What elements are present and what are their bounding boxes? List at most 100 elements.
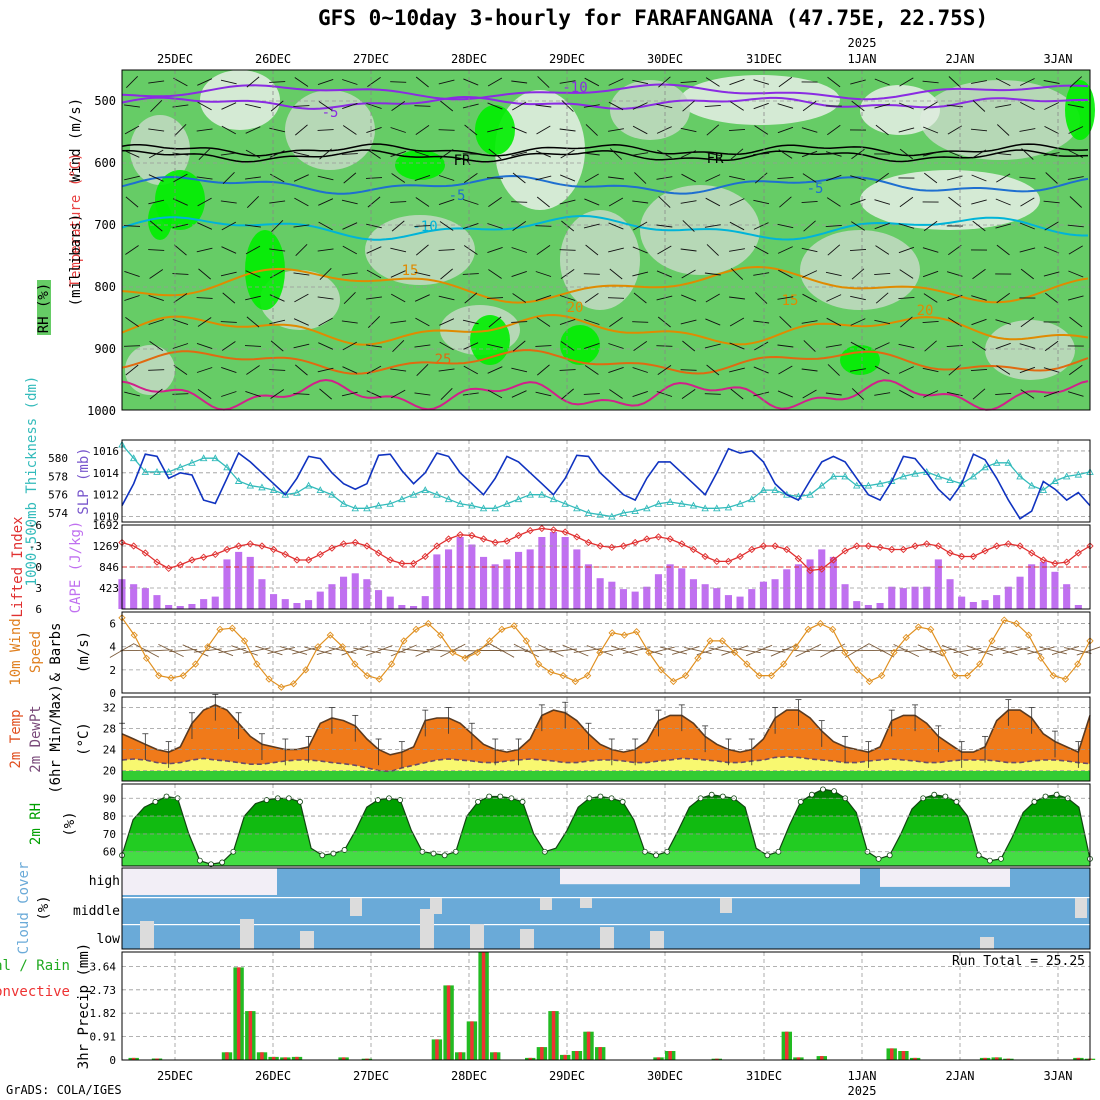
thickness-tick-label: 576 (48, 489, 68, 502)
surface-wind-barb (231, 645, 258, 656)
upper-wind-barb (899, 269, 914, 279)
li-point (689, 545, 698, 554)
li-point (736, 552, 744, 561)
upper-wind-barb (779, 316, 792, 328)
cape-bar (480, 556, 488, 609)
wind-speed-point (510, 622, 518, 630)
upper-wind-barb (269, 150, 285, 158)
upper-wind-barb (825, 224, 842, 228)
upper-wind-barb (704, 272, 721, 276)
wind-speed-point (963, 672, 972, 680)
chart-title: GFS 0~10day 3-hourly for FARAFANGANA (47… (318, 6, 989, 30)
thickness-point (619, 508, 628, 516)
cloud-unit-label: (%) (36, 895, 52, 920)
cape-bar (340, 576, 348, 609)
li-point (724, 557, 733, 566)
cape-bar (153, 595, 161, 609)
upper-wind-barb (367, 196, 381, 208)
surface-wind-barb (524, 649, 553, 652)
upper-wind-barb (244, 345, 262, 347)
wind-speed-point (1074, 660, 1082, 668)
thickness-point (339, 499, 348, 507)
upper-wind-barb (995, 392, 1012, 396)
li-point (923, 540, 931, 548)
cloud-mid-gap (720, 898, 732, 913)
precip-tick-label: 3.64 (90, 960, 117, 973)
precip-convective-bar (656, 1057, 661, 1060)
upper-wind-barb (342, 102, 358, 110)
wind-speed-point (645, 648, 653, 657)
upper-wind-barb (923, 390, 939, 398)
rh-area (1065, 80, 1095, 140)
upper-wind-barb (220, 79, 237, 85)
li-point (1063, 558, 1071, 566)
upper-wind-barb (947, 317, 962, 327)
upper-wind-barb (1068, 270, 1084, 278)
bottom-date-label: 3JAN (1044, 1069, 1073, 1083)
wind-speed-point (804, 625, 812, 633)
wind-speed-point (412, 625, 420, 633)
precip-convective-bar (493, 1052, 497, 1060)
thickness-point (724, 503, 733, 511)
surface-wind-barb (279, 646, 308, 655)
upper-wind-barb (898, 343, 915, 349)
upper-wind-barb (656, 224, 673, 228)
li-point (818, 565, 826, 573)
upper-wind-barb (633, 221, 648, 231)
bottom-date-label: 28DEC (451, 1069, 487, 1083)
upper-wind-barb (198, 268, 211, 280)
surface-wind-barb (610, 645, 638, 656)
upper-wind-barb (438, 129, 455, 131)
rh-area (840, 345, 880, 375)
thickness-point (409, 490, 418, 498)
upper-wind-barb (245, 295, 261, 301)
wind-speed-point (596, 648, 604, 657)
upper-wind-barb (271, 219, 284, 233)
upper-wind-barb (197, 101, 212, 111)
li-point (631, 538, 639, 547)
upper-wind-barb (778, 76, 793, 88)
upper-wind-barb (656, 176, 673, 180)
upper-wind-barb (608, 176, 624, 180)
top-date-label: 29DEC (549, 52, 585, 66)
li-point (678, 540, 686, 548)
wind-speed-point (338, 643, 347, 651)
rh-label: 2m RH (28, 803, 44, 845)
precip-convective-bar (796, 1057, 801, 1060)
upper-wind-barb (245, 126, 261, 134)
cape-bar (328, 584, 336, 609)
thickness-point (561, 499, 569, 507)
upper-wind-barb (755, 292, 768, 304)
thickness-point (992, 458, 1001, 466)
upper-wind-barb (487, 246, 503, 254)
thickness-point (351, 504, 360, 512)
wind-speed-point (155, 672, 163, 680)
upper-wind-barb (416, 363, 429, 377)
upper-wind-barb (583, 393, 600, 395)
upper-wind-barb (390, 293, 406, 303)
upper-wind-barb (462, 319, 479, 325)
upper-wind-barb (777, 344, 794, 348)
upper-wind-barb (801, 150, 818, 158)
wind-speed-point (767, 672, 776, 680)
wind-speed-point (1025, 631, 1033, 639)
precip-convective-bar (131, 1057, 136, 1060)
upper-wind-barb (342, 79, 358, 85)
upper-wind-barb (438, 295, 455, 301)
upper-wind-barb (1045, 172, 1058, 184)
upper-wind-barb (366, 246, 382, 254)
upper-wind-barb (584, 77, 600, 87)
wind-speed-point (914, 623, 923, 631)
precip-convective-bar (913, 1057, 917, 1060)
li-point (981, 547, 989, 555)
upper-wind-barb (704, 393, 721, 395)
surface-wind-barb (879, 649, 908, 652)
upper-wind-barb (851, 100, 865, 112)
rh-area (610, 80, 690, 140)
upper-wind-barb (583, 104, 600, 108)
wind-speed-point (780, 660, 788, 668)
upper-wind-barb (851, 388, 865, 400)
li-point (701, 552, 709, 561)
upper-wind-barb (754, 172, 768, 184)
upper-wind-barb (366, 390, 382, 398)
